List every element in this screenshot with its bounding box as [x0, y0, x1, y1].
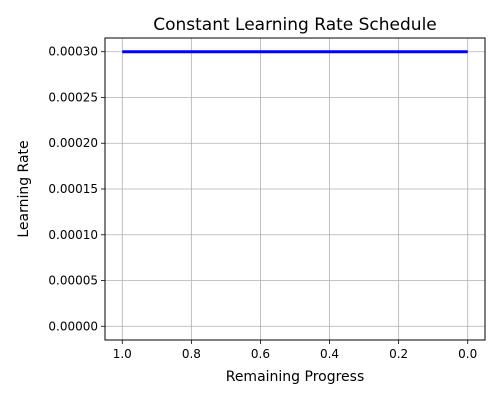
y-tick-label: 0.00005 — [48, 274, 98, 288]
y-tick-label: 0.00025 — [48, 90, 98, 104]
x-tick-label: 0.8 — [182, 347, 201, 361]
y-axis-ticks: 0.00000 0.00005 0.00010 0.00015 0.00020 0.000… — [48, 45, 105, 333]
x-tick-label: 0.6 — [251, 347, 270, 361]
grid — [105, 38, 485, 340]
x-axis-ticks: 1.0 0.8 0.6 0.4 0.2 0.0 — [113, 340, 477, 361]
y-tick-label: 0.00010 — [48, 228, 98, 242]
x-axis-title: Remaining Progress — [226, 369, 365, 385]
x-tick-label: 0.2 — [389, 347, 408, 361]
x-tick-label: 0.4 — [320, 347, 339, 361]
x-tick-label: 1.0 — [113, 347, 132, 361]
y-tick-label: 0.00030 — [48, 45, 98, 59]
chart-title: Constant Learning Rate Schedule — [153, 15, 437, 35]
y-tick-label: 0.00020 — [48, 136, 98, 150]
y-tick-label: 0.00015 — [48, 182, 98, 196]
y-axis-title: Learning Rate — [16, 140, 32, 237]
x-tick-label: 0.0 — [458, 347, 477, 361]
y-tick-label: 0.00000 — [48, 319, 98, 333]
